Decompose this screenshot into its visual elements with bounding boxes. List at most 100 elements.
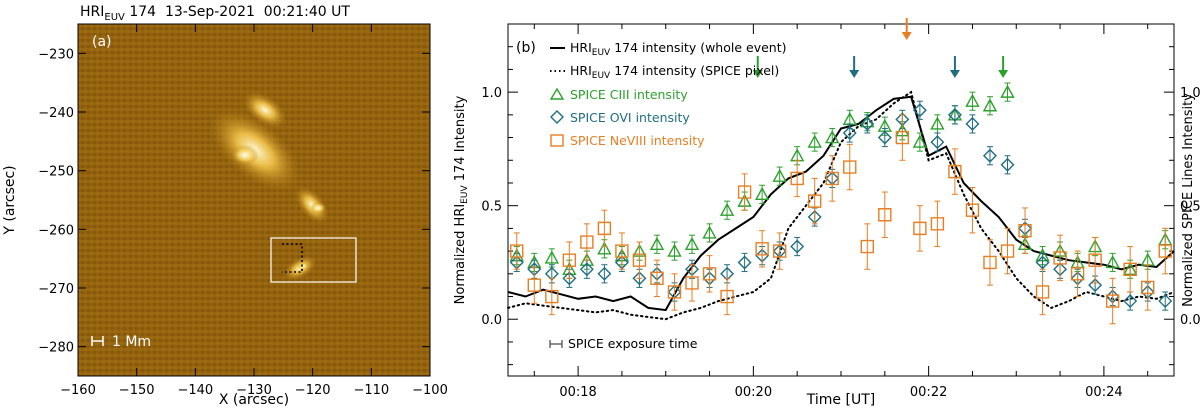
diamond-marker <box>579 262 594 277</box>
square-marker <box>895 130 910 145</box>
panel-a: HRIEUV 174 13-Sep-2021 00:21:40 UT (a) 1… <box>2 4 448 408</box>
y-tick-label: −280 <box>38 341 74 356</box>
diamond-marker <box>982 148 997 163</box>
diamond-marker <box>1000 157 1015 172</box>
y-tick-label-right: 0.0 <box>1180 313 1200 328</box>
triangle-marker <box>982 98 998 112</box>
x-tick-label: −120 <box>295 383 331 398</box>
diamond-marker <box>790 239 805 254</box>
square-marker <box>562 253 577 267</box>
scale-bar-label: 1 Mm <box>112 334 151 350</box>
x-tick-label: 00:18 <box>559 385 596 400</box>
square-marker <box>720 289 734 304</box>
triangle-marker <box>825 130 840 144</box>
peak-arrow-head <box>849 70 860 78</box>
square-marker <box>965 203 980 217</box>
square-marker <box>825 171 839 186</box>
diamond-marker <box>965 116 980 131</box>
legend-item-neviii: SPICE NeVIII intensity <box>570 133 705 148</box>
triangle-marker <box>1105 254 1120 269</box>
y-tick-label-left: 0.5 <box>481 200 502 215</box>
legend: (b) HRIEUV 174 intensity (whole event) H… <box>516 40 786 148</box>
y-tick-label-left: 0.0 <box>481 313 502 328</box>
diamond-marker <box>1088 278 1103 293</box>
y-tick-label: −250 <box>38 165 74 180</box>
bright-kernel <box>231 145 259 165</box>
triangle-marker <box>597 241 612 255</box>
triangle-marker <box>930 116 945 130</box>
diamond-marker <box>737 255 752 270</box>
square-marker <box>1123 262 1137 276</box>
diamond-marker <box>860 116 875 131</box>
x-tick-label: −100 <box>412 383 448 398</box>
exposure-time-label: SPICE exposure time <box>568 336 698 351</box>
diamond-marker <box>930 135 945 150</box>
square-marker <box>510 244 524 258</box>
square-marker <box>597 221 612 236</box>
panel-b-label: (b) <box>516 40 536 56</box>
y-tick-label: −260 <box>38 223 74 238</box>
triangle-marker <box>702 225 717 239</box>
panel-b-ylabel-right: Normalized SPICE Lines Intensity <box>1181 93 1196 307</box>
diamond-marker <box>1123 294 1138 309</box>
square-marker <box>1053 251 1067 265</box>
triangle-marker <box>1000 84 1015 98</box>
square-marker <box>685 276 699 290</box>
square-marker <box>615 244 629 258</box>
diamond-marker <box>877 130 892 145</box>
panel-b-series <box>507 18 1175 325</box>
square-marker <box>930 217 945 231</box>
panel-a-title: HRIEUV 174 13-Sep-2021 00:21:40 UT <box>80 4 350 23</box>
y-tick-label: −230 <box>38 47 74 62</box>
spice-pixel-outline <box>282 243 303 273</box>
x-tick-label: 00:20 <box>735 385 772 400</box>
square-marker <box>632 253 647 267</box>
square-marker <box>1088 253 1102 267</box>
line-whole-event <box>507 95 1175 312</box>
peak-arrow-head <box>949 70 960 78</box>
square-marker <box>948 164 962 179</box>
triangle-marker <box>965 93 980 107</box>
square-marker <box>808 194 822 208</box>
diamond-marker <box>597 266 612 281</box>
x-tick-label: −160 <box>60 383 96 398</box>
square-marker <box>843 160 857 174</box>
diamond-marker <box>632 271 647 286</box>
triangle-marker <box>772 168 787 182</box>
panel-a-axes: −160 −150 −140 −130 −120 −110 −100 −230 −240 −250… <box>38 24 448 398</box>
region-box <box>270 237 357 283</box>
triangle-marker <box>754 186 770 201</box>
y-tick-label: −240 <box>38 106 74 121</box>
x-tick-label: −150 <box>119 383 155 398</box>
diamond-marker <box>562 271 577 286</box>
square-marker <box>650 271 664 286</box>
square-marker <box>667 285 682 299</box>
triangle-marker <box>649 236 665 250</box>
square-marker <box>1000 244 1015 258</box>
solar-image <box>78 24 430 376</box>
square-marker <box>1035 285 1050 299</box>
square-marker <box>737 185 752 199</box>
legend-item-ciii: SPICE CIII intensity <box>570 87 688 102</box>
square-marker <box>878 208 892 222</box>
y-tick-label: −270 <box>38 282 74 297</box>
triangle-marker <box>667 243 682 257</box>
square-marker <box>860 239 874 254</box>
panel-a-xlabel: X (arcsec) <box>219 392 289 408</box>
panel-a-label: (a) <box>92 34 112 50</box>
y-tick-label-right: 1.0 <box>1180 86 1200 101</box>
panel-b-xlabel: Time [UT] <box>806 392 875 408</box>
panel-b-ylabel-left: Normalized HRIEUV 174 Intensity <box>453 95 470 304</box>
line-spice-pixel <box>507 90 1175 321</box>
legend-item-ovi: SPICE OVI intensity <box>570 110 690 125</box>
triangle-marker <box>719 202 735 216</box>
triangle-marker <box>684 236 700 250</box>
diamond-marker <box>947 107 962 122</box>
diamond-marker <box>1035 255 1050 270</box>
peak-arrow-head <box>752 70 763 78</box>
triangle-marker <box>912 134 928 148</box>
square-marker <box>1070 267 1085 281</box>
scale-bar: 1 Mm <box>91 334 151 350</box>
square-marker <box>545 289 559 304</box>
square-marker <box>913 221 927 236</box>
